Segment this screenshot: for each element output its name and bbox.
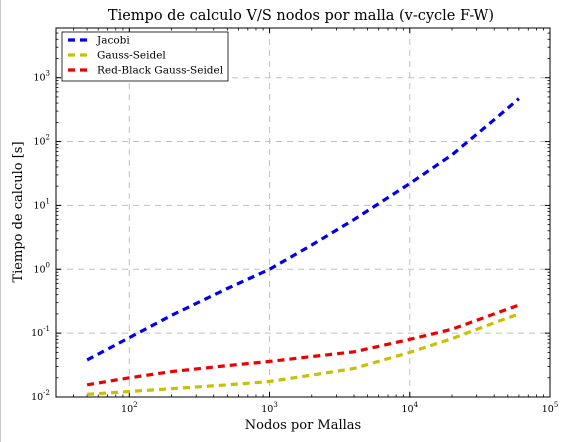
y-tick-label: 10-1 [31, 325, 50, 339]
y-tick-label: 103 [33, 70, 50, 84]
legend: Jacobi Gauss-Seidel Red-Black Gauss-Seidel [61, 31, 229, 82]
chart-title: Tiempo de calculo V/S nodos por malla (v… [108, 8, 494, 24]
y-tick-label: 101 [33, 197, 50, 211]
x-tick-label: 102 [121, 401, 138, 415]
legend-label-red-black-gauss-seidel: Red-Black Gauss-Seidel [97, 65, 224, 77]
series-layer [86, 97, 520, 396]
series-line-jacobi [86, 97, 520, 362]
y-tick-label: 10-2 [31, 389, 50, 403]
series-line-red-black-gauss-seidel [86, 303, 520, 387]
x-axis-label: Nodos por Mallas [245, 418, 361, 433]
legend-label-jacobi: Jacobi [96, 35, 130, 47]
x-tick-label: 104 [401, 401, 418, 415]
y-axis-label: Tiempo de calculo [s] [11, 141, 26, 282]
series-line-gauss-seidel [87, 312, 520, 396]
legend-box [61, 31, 229, 82]
x-tick-label: 105 [542, 401, 559, 415]
legend-label-gauss-seidel: Gauss-Seidel [97, 50, 166, 62]
x-tick-label: 103 [261, 401, 278, 415]
y-tick-label: 100 [33, 261, 50, 275]
axis-ticks: 102 103 104 105 10-2 10-1 100 101 102 103 [31, 27, 559, 415]
grid [56, 28, 550, 397]
plot-area-frame [55, 27, 551, 398]
y-tick-label: 102 [33, 134, 50, 148]
